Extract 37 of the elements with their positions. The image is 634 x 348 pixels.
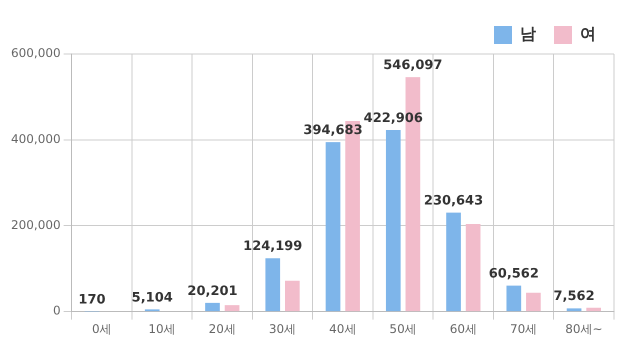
data-label: 422,906: [364, 110, 423, 126]
data-label: 170: [78, 292, 106, 308]
data-label: 546,097: [383, 58, 442, 74]
legend-label: 남: [520, 24, 536, 44]
bar: [265, 258, 280, 312]
y-tick-label: 600,000: [11, 46, 61, 60]
data-label: 394,683: [303, 123, 363, 138]
legend-label: 여: [580, 24, 596, 44]
x-tick-label: 80세~: [565, 322, 603, 336]
bar: [466, 224, 480, 312]
x-tick-label: 60세: [450, 322, 477, 336]
bar: [586, 308, 602, 312]
data-label: 230,643: [424, 193, 484, 208]
data-label: 7,562: [554, 289, 595, 304]
data-label: 60,562: [488, 266, 539, 282]
x-tick-label: 30세: [268, 322, 296, 336]
y-tick-label: 400,000: [11, 132, 61, 146]
x-tick-label: 40세: [329, 322, 356, 336]
bar: [506, 286, 522, 312]
y-tick-label: 200,000: [11, 218, 61, 232]
bar: [224, 305, 240, 312]
x-tick-label: 50세: [389, 322, 417, 336]
bar: [446, 212, 461, 312]
bar: [386, 130, 401, 312]
bar: [566, 308, 582, 312]
data-label: 124,199: [243, 239, 302, 254]
x-tick-label: 70세: [510, 322, 538, 336]
x-tick-label: 10세: [148, 322, 176, 336]
data-label: 20,201: [187, 284, 238, 299]
y-tick-label: 0: [52, 304, 61, 318]
bar: [526, 292, 541, 312]
x-tick-label: 20세: [208, 322, 236, 336]
bar: [284, 280, 300, 312]
bar: [205, 302, 220, 312]
bar: [326, 142, 340, 312]
data-label: 5,104: [132, 290, 173, 306]
x-tick-label: 0세: [92, 322, 112, 336]
